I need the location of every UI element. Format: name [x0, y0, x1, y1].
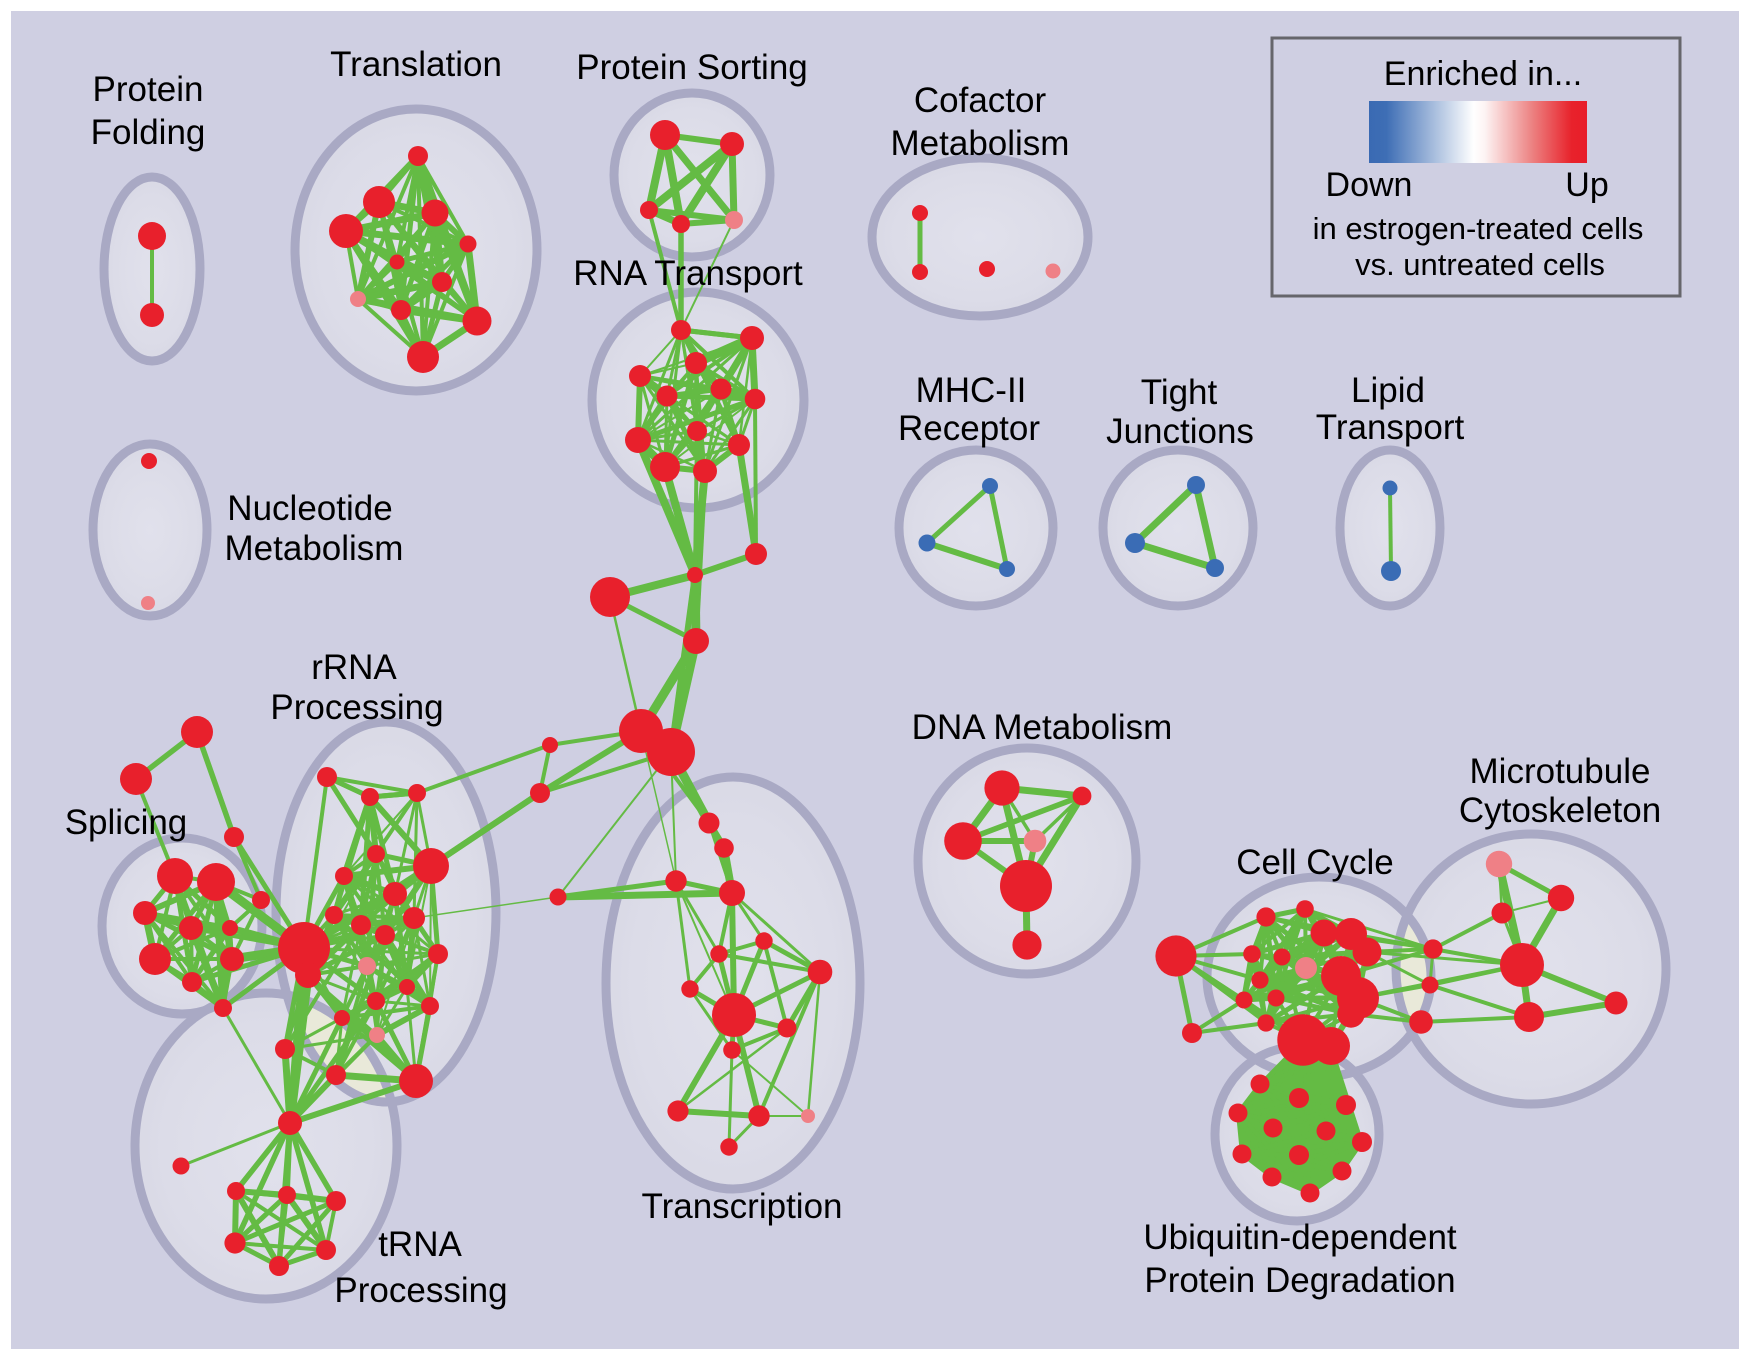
- svg-text:Nucleotide: Nucleotide: [227, 489, 392, 528]
- svg-text:Transcription: Transcription: [642, 1187, 843, 1226]
- svg-text:Processing: Processing: [334, 1271, 507, 1310]
- svg-text:Down: Down: [1326, 166, 1413, 204]
- svg-text:Up: Up: [1565, 166, 1608, 204]
- svg-text:Transport: Transport: [1316, 408, 1465, 447]
- svg-text:MHC-II: MHC-II: [916, 371, 1027, 410]
- svg-text:Lipid: Lipid: [1351, 371, 1425, 410]
- svg-text:rRNA: rRNA: [311, 648, 397, 687]
- svg-text:tRNA: tRNA: [378, 1225, 462, 1264]
- svg-text:Protein: Protein: [93, 70, 204, 109]
- svg-text:Protein Degradation: Protein Degradation: [1144, 1261, 1455, 1300]
- svg-text:Splicing: Splicing: [65, 803, 188, 842]
- svg-text:in estrogen-treated cells: in estrogen-treated cells: [1313, 211, 1644, 246]
- svg-text:DNA Metabolism: DNA Metabolism: [912, 708, 1173, 747]
- svg-text:Ubiquitin-dependent: Ubiquitin-dependent: [1143, 1218, 1457, 1257]
- svg-text:Folding: Folding: [91, 113, 206, 152]
- svg-text:Junctions: Junctions: [1106, 412, 1254, 451]
- svg-text:Tight: Tight: [1141, 373, 1218, 412]
- svg-text:Processing: Processing: [270, 688, 443, 727]
- svg-text:Translation: Translation: [330, 45, 502, 84]
- svg-text:Cytoskeleton: Cytoskeleton: [1459, 791, 1661, 830]
- svg-text:Cell Cycle: Cell Cycle: [1236, 843, 1394, 882]
- svg-text:Protein Sorting: Protein Sorting: [576, 48, 808, 87]
- svg-text:Enriched in...: Enriched in...: [1384, 55, 1582, 93]
- svg-text:Microtubule: Microtubule: [1470, 752, 1651, 791]
- svg-text:Metabolism: Metabolism: [225, 529, 404, 568]
- svg-text:Cofactor: Cofactor: [914, 81, 1047, 120]
- svg-text:RNA Transport: RNA Transport: [573, 254, 803, 293]
- svg-text:Receptor: Receptor: [898, 409, 1040, 448]
- svg-text:Metabolism: Metabolism: [891, 124, 1070, 163]
- svg-text:vs. untreated cells: vs. untreated cells: [1355, 247, 1605, 282]
